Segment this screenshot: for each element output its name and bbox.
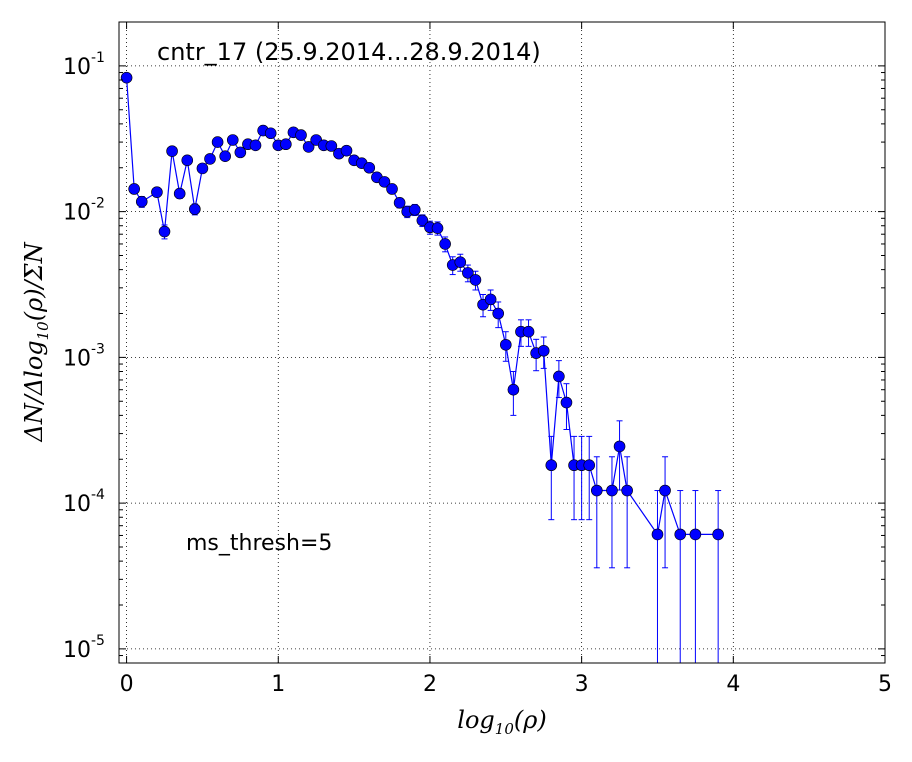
data-point: [522, 325, 535, 338]
x-axis-label: log10(ρ): [457, 706, 546, 738]
x-tick-label: 2: [423, 672, 437, 697]
y-axis-label: ΔN/Δlog10(ρ)/ΣN: [20, 241, 52, 442]
y-tick-label: 10: [63, 55, 91, 80]
data-point: [120, 71, 133, 84]
data-point: [469, 274, 482, 286]
data-point: [606, 484, 618, 497]
data-point: [689, 528, 702, 541]
data-point: [226, 134, 239, 146]
data-point: [591, 484, 603, 497]
data-point: [484, 293, 497, 306]
x-tick-label: 3: [575, 672, 589, 697]
data-point: [439, 238, 451, 250]
chart-title: cntr_17 (25.9.2014...28.9.2014): [157, 38, 541, 66]
data-point: [378, 176, 391, 188]
data-point: [553, 370, 565, 383]
data-point: [302, 141, 315, 153]
y-tick-label-exponent: -5: [91, 633, 105, 649]
data-point: [189, 203, 201, 215]
data-point: [264, 127, 277, 140]
data-point: [234, 146, 247, 159]
data-point: [211, 136, 224, 148]
data-point: [340, 144, 353, 157]
data-point: [416, 214, 429, 227]
y-tick-label-exponent: -4: [91, 487, 105, 503]
y-tick-label-exponent: -1: [91, 50, 105, 66]
data-point: [196, 162, 209, 175]
x-tick-label: 0: [120, 672, 134, 697]
y-tick-label: 10: [63, 638, 91, 663]
plot-frame: [118, 21, 886, 664]
data-point: [545, 459, 558, 472]
data-point: [613, 440, 626, 453]
data-point: [128, 183, 140, 195]
y-tick-label: 10: [63, 492, 91, 517]
threshold-annotation: ms_thresh=5: [186, 531, 332, 556]
data-point: [204, 153, 216, 165]
data-point: [295, 129, 307, 141]
data-point: [431, 222, 444, 234]
series-line: [126, 77, 719, 536]
ticks: 0 1 2 3 4 510-110-210-310-410-5: [63, 21, 892, 697]
data-point: [158, 225, 171, 238]
data-point: [181, 154, 194, 167]
data-series: [120, 71, 724, 663]
data-point: [280, 138, 292, 151]
data-point: [219, 150, 231, 163]
data-point: [325, 140, 338, 152]
data-point: [135, 195, 148, 208]
data-point: [674, 528, 687, 541]
y-tick-label-exponent: -2: [91, 196, 105, 212]
y-tick-label: 10: [63, 346, 91, 371]
data-point: [166, 145, 178, 157]
data-point: [393, 196, 406, 209]
data-point: [659, 484, 671, 497]
data-point: [363, 161, 376, 174]
data-point: [249, 139, 262, 152]
data-point: [712, 528, 724, 541]
data-point: [492, 307, 505, 320]
y-tick-label: 10: [63, 201, 91, 226]
data-point: [583, 459, 596, 472]
data-point: [173, 187, 186, 200]
x-tick-label: 4: [726, 672, 740, 697]
data-point: [507, 383, 520, 396]
data-point: [537, 344, 550, 357]
x-tick-label: 5: [878, 672, 892, 697]
x-tick-label: 1: [271, 672, 285, 697]
data-point: [408, 203, 421, 216]
data-point: [621, 484, 633, 497]
data-point: [386, 183, 398, 195]
data-point: [499, 338, 512, 351]
data-point: [462, 267, 474, 279]
data-point: [454, 256, 467, 268]
data-point: [151, 186, 163, 198]
data-point: [560, 396, 573, 409]
y-tick-label-exponent: -3: [91, 341, 105, 357]
data-point: [651, 528, 664, 541]
